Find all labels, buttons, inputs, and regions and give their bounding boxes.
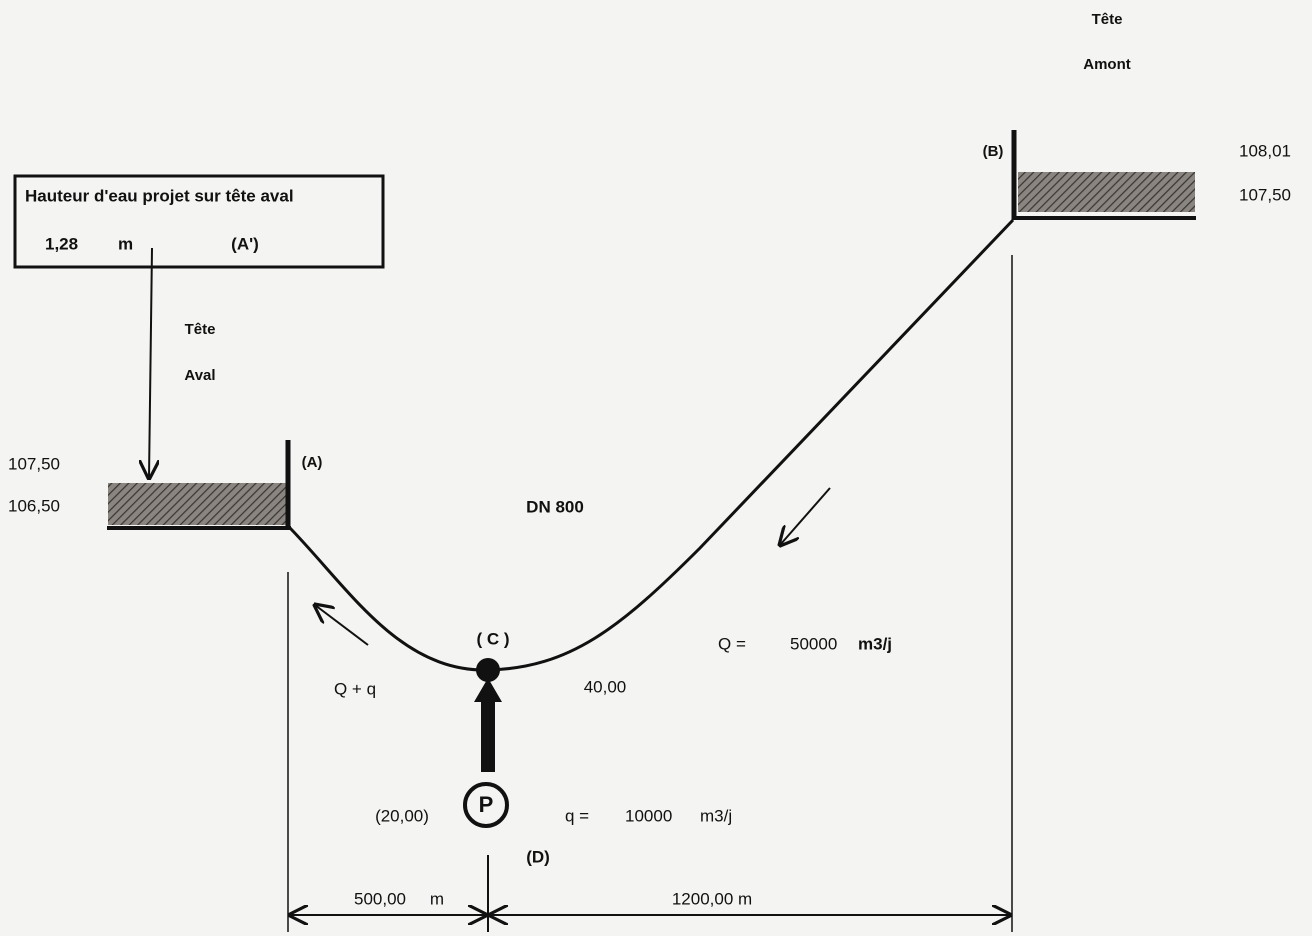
flow-arrow <box>315 605 369 646</box>
distance: 1200,00 m <box>672 889 752 908</box>
water <box>108 483 286 525</box>
level: 107,50 <box>8 454 60 473</box>
label: Tête <box>1092 11 1123 28</box>
flow-label: Q + q <box>334 679 376 698</box>
value: 1,28 <box>45 234 78 253</box>
box-title: Hauteur d'eau projet sur tête aval <box>25 186 294 205</box>
flow-value: 50000 <box>790 634 837 653</box>
point-label: ( C ) <box>476 629 509 648</box>
level: 108,01 <box>1239 141 1291 160</box>
pipe-diameter: DN 800 <box>526 497 584 516</box>
label: Tête <box>185 321 216 338</box>
pump-symbol: P <box>479 792 494 817</box>
flow-label: Q = <box>718 634 746 653</box>
distance: 500,00 <box>354 889 406 908</box>
point-label: (A) <box>302 454 323 471</box>
arrow <box>149 247 152 478</box>
flow-arrow <box>780 487 831 545</box>
pump-arrow-head <box>474 678 502 702</box>
point-label: (B) <box>983 143 1004 160</box>
label: Aval <box>184 367 215 384</box>
label: Amont <box>1083 56 1131 73</box>
pipe <box>288 218 1015 672</box>
point-label: (D) <box>526 847 550 866</box>
junction <box>476 658 500 682</box>
level: 106,50 <box>8 496 60 515</box>
pump <box>463 782 509 828</box>
level: 40,00 <box>584 677 627 696</box>
flow-unit: m3/j <box>858 634 892 653</box>
pump-arrow <box>481 700 495 772</box>
level: 107,50 <box>1239 185 1291 204</box>
level: (20,00) <box>375 806 429 825</box>
water <box>1018 172 1195 212</box>
flow-unit: m3/j <box>700 806 732 825</box>
flow-value: 10000 <box>625 806 672 825</box>
flow-label: q = <box>565 806 589 825</box>
point-label: (A') <box>231 234 259 253</box>
unit: m <box>118 234 133 253</box>
distance-unit: m <box>430 889 444 908</box>
info-box <box>13 174 385 269</box>
